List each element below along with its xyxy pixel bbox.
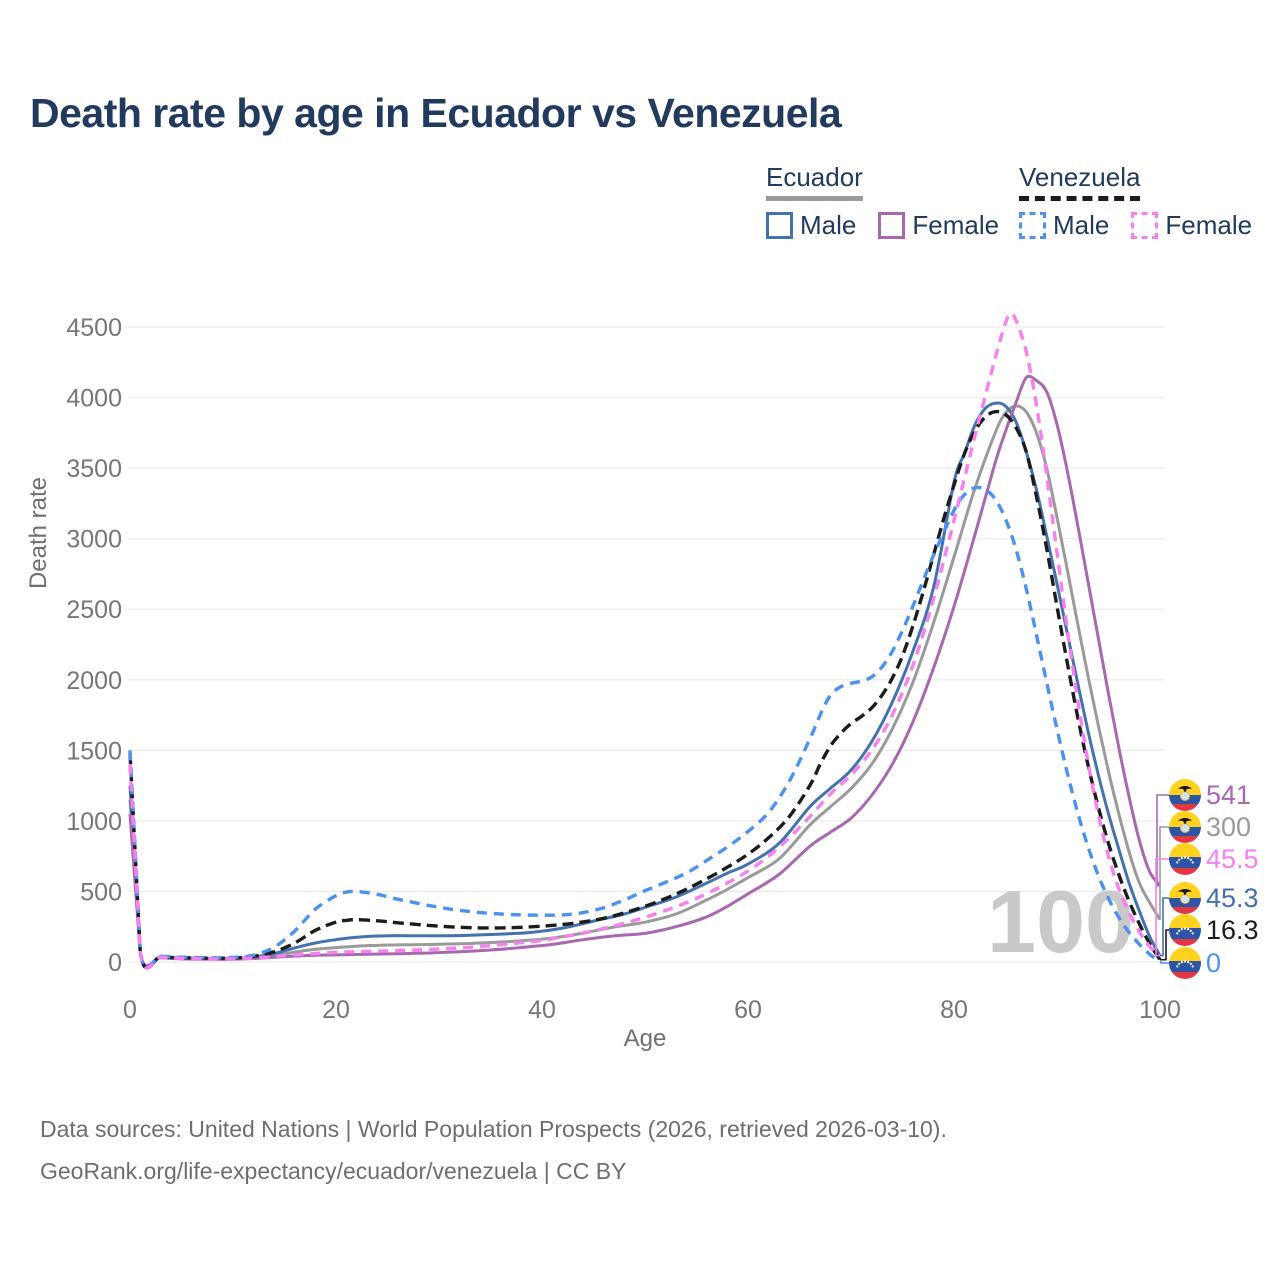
legend-swatch-venezuela-female[interactable] (1131, 212, 1159, 239)
label-connector (1155, 858, 1169, 957)
legend-group-venezuela: Venezuela Male Female (1019, 162, 1274, 241)
series-end-value: 0 (1206, 948, 1221, 978)
y-axis-tick: 2000 (66, 667, 122, 695)
gridlines: 0 500 1000 1500 2000 2500 3000 3500 4000 4500 (66, 314, 1164, 977)
x-axis-tick: 40 (528, 996, 556, 1024)
legend-swatch-ecuador-female[interactable] (878, 212, 906, 239)
label-connector (1159, 826, 1169, 920)
curve-venezuela-female[interactable] (128, 311, 1162, 970)
label-connector (1156, 794, 1169, 887)
y-axis-tick: 3500 (66, 455, 122, 483)
y-axis-tick: 4500 (66, 314, 122, 342)
series-end-value: 45.5 (1206, 844, 1259, 874)
venezuela-flag-icon (1169, 843, 1201, 875)
ecuador-flag-icon (1169, 779, 1201, 811)
y-axis-tick: 1000 (66, 808, 122, 836)
y-axis-tick: 1500 (66, 737, 122, 765)
y-axis-tick: 500 (80, 878, 122, 906)
curve-venezuela-both[interactable] (128, 409, 1162, 970)
source-line-2: GeoRank.org/life-expectancy/ecuador/vene… (40, 1158, 627, 1184)
label-connector (1160, 961, 1169, 964)
x-axis-tick: 20 (322, 996, 350, 1024)
y-axis-tick: 4000 (66, 385, 122, 413)
legend-label-ecuador-male[interactable]: Male (800, 210, 857, 240)
venezuela-flag-icon (1169, 947, 1201, 979)
ecuador-flag-icon (1169, 811, 1201, 843)
series-end-value: 300 (1206, 812, 1251, 842)
legend-swatch-venezuela-male[interactable] (1019, 212, 1046, 239)
source-attribution: Data sources: United Nations | World Pop… (40, 1108, 947, 1192)
legend-swatch-ecuador-male[interactable] (766, 212, 793, 239)
x-axis-tick: 60 (734, 996, 762, 1024)
legend-venezuela-title[interactable]: Venezuela (1019, 162, 1141, 201)
page-title: Death rate by age in Ecuador vs Venezuel… (30, 90, 842, 136)
legend-group-ecuador: Ecuador Male Female (766, 162, 1021, 241)
legend-label-venezuela-male[interactable]: Male (1053, 210, 1110, 240)
y-axis-label: Death rate (25, 477, 52, 589)
curve-ecuador-female[interactable] (128, 374, 1162, 968)
series-end-value: 45.3 (1206, 883, 1259, 913)
y-axis-tick: 3000 (66, 526, 122, 554)
legend-label-ecuador-female[interactable]: Female (912, 210, 1000, 240)
venezuela-flag-icon (1169, 914, 1201, 946)
series-end-value: 16.3 (1206, 915, 1259, 945)
x-axis-tick: 0 (123, 996, 137, 1024)
y-axis-tick: 0 (108, 949, 122, 977)
x-axis-tick: 80 (940, 996, 968, 1024)
curve-venezuela-male[interactable] (128, 485, 1162, 970)
ecuador-flag-icon (1169, 882, 1201, 914)
x-axis-tick: 100 (1139, 996, 1181, 1024)
label-connector (1160, 897, 1169, 957)
curve-ecuador-both[interactable] (128, 404, 1162, 968)
curves (128, 311, 1162, 970)
series-end-value: 541 (1206, 780, 1251, 810)
label-connector (1160, 929, 1169, 961)
source-line-1: Data sources: United Nations | World Pop… (40, 1116, 947, 1142)
age-watermark: 100 (987, 872, 1134, 971)
legend-ecuador-title[interactable]: Ecuador (766, 162, 863, 201)
x-axis-label: Age (624, 1025, 667, 1052)
legend-label-venezuela-female[interactable]: Female (1165, 210, 1253, 240)
y-axis-tick: 2500 (66, 596, 122, 624)
